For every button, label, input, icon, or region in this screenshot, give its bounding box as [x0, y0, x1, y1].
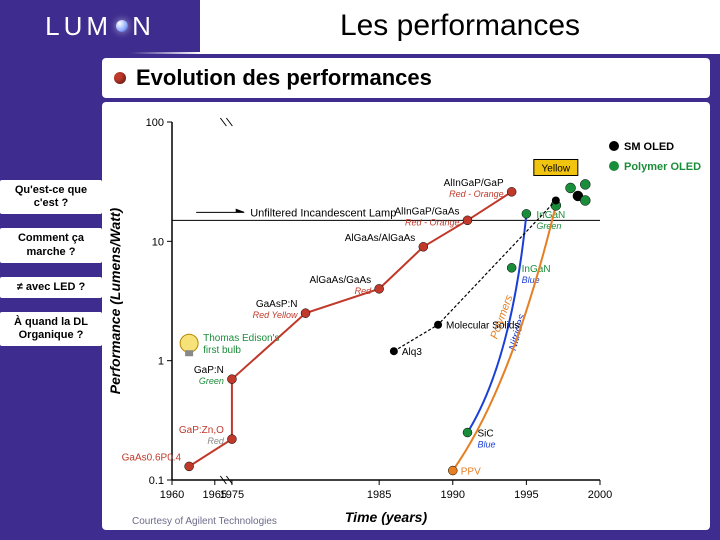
svg-text:GaP:Zn,O: GaP:Zn,O	[179, 425, 224, 436]
slide-root: LUM N Les performances Evolution des per…	[0, 0, 720, 540]
svg-text:SiC: SiC	[477, 429, 493, 440]
page-title: Les performances	[340, 9, 580, 43]
svg-text:first bulb: first bulb	[203, 345, 241, 356]
nav-item-4[interactable]: À quand la DL Organique ?	[0, 312, 102, 346]
logo-dot-icon	[116, 20, 128, 32]
svg-text:2000: 2000	[588, 489, 612, 501]
bullet-icon	[114, 72, 126, 84]
left-nav: Qu'est-ce que c'est ? Comment ça marche …	[0, 180, 102, 360]
svg-text:Green: Green	[199, 376, 224, 386]
svg-text:Red: Red	[207, 436, 225, 446]
svg-text:1985: 1985	[367, 489, 391, 501]
svg-text:1975: 1975	[220, 489, 244, 501]
chart-card: 0.11101001960196519751985199019952000Tim…	[102, 102, 710, 530]
svg-text:Red: Red	[355, 286, 373, 296]
logo-text-right: N	[132, 11, 155, 42]
svg-text:0.1: 0.1	[149, 475, 164, 487]
svg-text:PPV: PPV	[461, 467, 481, 478]
nav-item-2[interactable]: Comment ça marche ?	[0, 228, 102, 262]
svg-text:GaAs0.6P0.4: GaAs0.6P0.4	[122, 452, 182, 463]
svg-text:GaAsP:N: GaAsP:N	[256, 299, 298, 310]
svg-text:InGaN: InGaN	[536, 210, 565, 221]
svg-text:1995: 1995	[514, 489, 538, 501]
svg-text:AlInGaP/GaP: AlInGaP/GaP	[444, 178, 504, 189]
svg-text:1960: 1960	[160, 489, 184, 501]
svg-text:Performance (Lumens/Watt): Performance (Lumens/Watt)	[107, 207, 123, 394]
svg-text:AlInGaP/GaAs: AlInGaP/GaAs	[394, 206, 459, 217]
svg-text:Thomas Edison's: Thomas Edison's	[203, 333, 279, 344]
svg-text:Red - Orange: Red - Orange	[449, 189, 504, 199]
title-band: Les performances	[200, 0, 720, 52]
svg-text:GaP:N: GaP:N	[194, 365, 224, 376]
svg-text:100: 100	[146, 117, 164, 129]
svg-text:AlGaAs/GaAs: AlGaAs/GaAs	[309, 275, 371, 286]
subtitle-text: Evolution des performances	[136, 65, 432, 91]
header-divider	[0, 52, 720, 54]
subtitle-card: Evolution des performances	[102, 58, 710, 98]
nav-item-3[interactable]: ≠ avec LED ?	[0, 277, 102, 298]
svg-text:Red - Orange: Red - Orange	[405, 217, 460, 227]
svg-text:Molecular Solids: Molecular Solids	[446, 321, 519, 332]
svg-text:Polymer OLED: Polymer OLED	[624, 161, 701, 173]
svg-text:Red Yellow: Red Yellow	[253, 310, 298, 320]
svg-text:Yellow: Yellow	[542, 163, 571, 174]
performance-chart: 0.11101001960196519751985199019952000Tim…	[102, 102, 710, 530]
svg-text:1990: 1990	[441, 489, 465, 501]
svg-text:Alq3: Alq3	[402, 347, 422, 358]
svg-text:AlGaAs/AlGaAs: AlGaAs/AlGaAs	[345, 233, 416, 244]
svg-text:Unfiltered Incandescent Lamp: Unfiltered Incandescent Lamp	[250, 207, 396, 219]
svg-text:Blue: Blue	[477, 440, 495, 450]
svg-text:InGaN: InGaN	[522, 264, 551, 275]
nav-item-1[interactable]: Qu'est-ce que c'est ?	[0, 180, 102, 214]
svg-text:Courtesy of Agilent Technologi: Courtesy of Agilent Technologies	[132, 516, 277, 527]
svg-text:SM OLED: SM OLED	[624, 141, 674, 153]
svg-text:Time (years): Time (years)	[345, 509, 428, 525]
svg-text:1: 1	[158, 356, 164, 368]
logo-text-left: LUM	[45, 11, 112, 42]
svg-text:10: 10	[152, 236, 164, 248]
logo: LUM N	[0, 0, 200, 52]
